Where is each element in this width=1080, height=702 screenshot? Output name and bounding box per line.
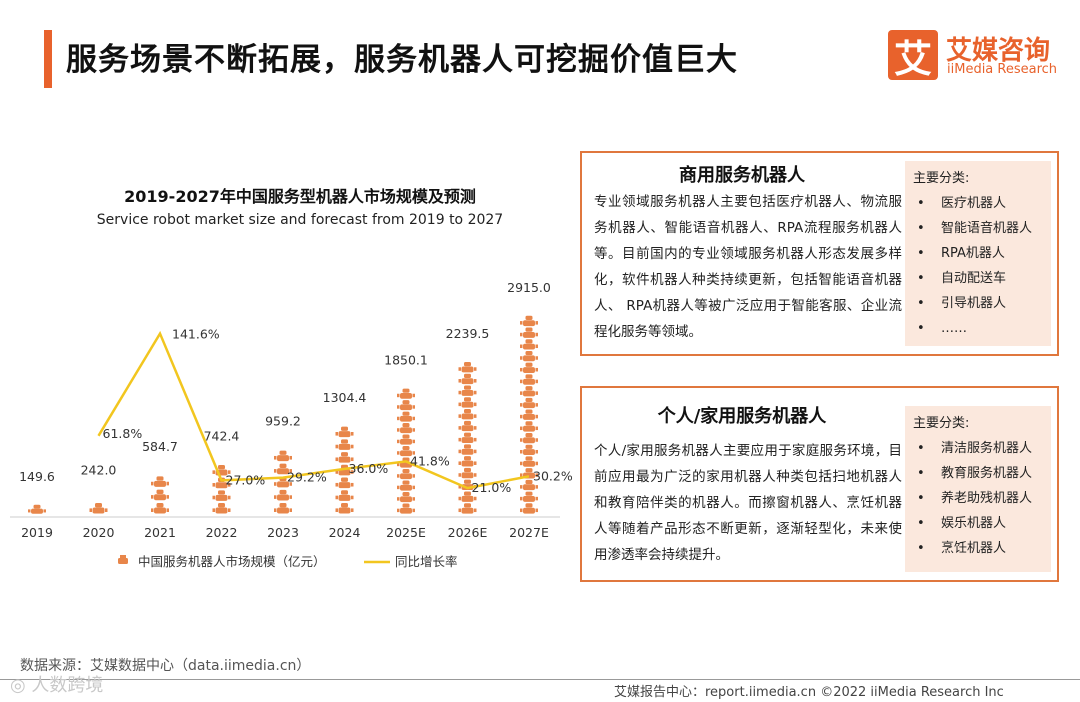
- x-tick-label: 2024: [329, 525, 361, 540]
- household-description: 个人/家用服务机器人主要应用于家庭服务环境，目前应用最为广泛的家用机器人种类包括…: [594, 443, 902, 563]
- household-category-item: 清洁服务机器人: [913, 436, 1043, 461]
- commercial-category-item: 医疗机器人: [913, 191, 1043, 216]
- legend-item-growth-rate: 同比增长率: [364, 554, 458, 569]
- x-tick-label: 2025E: [386, 525, 426, 540]
- growth-rate-label: 30.2%: [533, 468, 573, 483]
- chart-title: 2019-2027年中国服务型机器人市场规模及预测: [124, 187, 476, 206]
- title-accent-bar: [44, 30, 52, 88]
- bar-value-label: 2915.0: [507, 280, 551, 295]
- commercial-category-item: 自动配送车: [913, 266, 1043, 291]
- growth-rate-label: 41.8%: [410, 453, 450, 468]
- bar-value-label: 1304.4: [323, 390, 367, 405]
- growth-rate-label: 61.8%: [103, 426, 143, 441]
- bar-2024: [335, 426, 354, 514]
- commercial-category-panel: 主要分类: 医疗机器人 智能语音机器人 RPA机器人 自动配送车 引导机器人 ……: [905, 161, 1051, 346]
- household-category-item: 娱乐机器人: [913, 511, 1043, 536]
- bar-2019: [28, 504, 46, 514]
- household-category-item: 教育服务机器人: [913, 461, 1043, 486]
- watermark: ◎ 人数跨境: [10, 675, 104, 696]
- bar-value-label: 959.2: [265, 413, 301, 428]
- legend-label: 同比增长率: [395, 554, 458, 569]
- commercial-category-item: ……: [913, 316, 1043, 341]
- brand-name-en: iiMedia Research: [947, 62, 1058, 77]
- bar-value-label: 149.6: [19, 469, 55, 484]
- commercial-category-heading: 主要分类:: [913, 171, 970, 186]
- brand-logo-mark: 艾: [888, 30, 938, 81]
- x-tick-label: 2023: [267, 525, 299, 540]
- household-category-item: 养老助残机器人: [913, 486, 1043, 511]
- commercial-category-item: 智能语音机器人: [913, 216, 1043, 241]
- x-tick-label: 2021: [144, 525, 176, 540]
- x-tick-label: 2020: [83, 525, 115, 540]
- chart-subtitle: Service robot market size and forecast f…: [96, 212, 504, 228]
- bar-value-label: 242.0: [81, 462, 117, 477]
- legend-item-market-size: 中国服务机器人市场规模（亿元）: [118, 554, 326, 569]
- bar-2025E: [397, 388, 415, 514]
- bar-2023: [274, 450, 292, 514]
- page-title: 服务场景不断拓展，服务机器人可挖掘价值巨大: [66, 42, 738, 78]
- bar-value-label: 584.7: [142, 439, 178, 454]
- bar-2027E: [520, 315, 538, 514]
- bar-value-label: 1850.1: [384, 353, 428, 368]
- bar-2026E: [458, 361, 477, 514]
- bar-2020: [89, 503, 108, 514]
- growth-rate-label: 21.0%: [472, 480, 512, 495]
- bar-value-label: 742.4: [204, 428, 240, 443]
- legend-label: 中国服务机器人市场规模（亿元）: [138, 554, 326, 569]
- data-source: 数据来源：艾媒数据中心（data.iimedia.cn）: [20, 658, 311, 674]
- commercial-category-item: RPA机器人: [913, 241, 1043, 266]
- commercial-robot-panel: 商用服务机器人 专业领域服务机器人主要包括医疗机器人、物流服务机器人、智能语音机…: [580, 151, 1059, 356]
- household-title: 个人/家用服务机器人: [657, 406, 827, 427]
- growth-rate-label: 29.2%: [287, 470, 327, 485]
- x-tick-label: 2019: [21, 525, 53, 540]
- household-robot-panel: 个人/家用服务机器人 个人/家用服务机器人主要应用于家庭服务环境，目前应用最为广…: [580, 386, 1059, 582]
- x-tick-label: 2026E: [448, 525, 488, 540]
- growth-rate-label: 36.0%: [349, 461, 389, 476]
- commercial-category-item: 引导机器人: [913, 291, 1043, 316]
- market-size-chart: 149.6 242.0 584.7 742.4 959.2 1304.4 1850.1 223…: [10, 280, 573, 569]
- brand-name-cn: 艾媒咨询: [946, 36, 1051, 66]
- commercial-title: 商用服务机器人: [679, 165, 805, 186]
- bar-2022: [212, 464, 231, 514]
- growth-rate-label: 27.0%: [226, 472, 266, 487]
- growth-rate-label: 141.6%: [172, 327, 220, 342]
- household-category-panel: 主要分类: 清洁服务机器人 教育服务机器人 养老助残机器人 娱乐机器人 烹饪机器…: [905, 406, 1051, 572]
- x-tick-label: 2022: [206, 525, 238, 540]
- household-category-item: 烹饪机器人: [913, 536, 1043, 561]
- bar-value-label: 2239.5: [446, 326, 490, 341]
- commercial-description: 专业领域服务机器人主要包括医疗机器人、物流服务机器人、智能语音机器人、RPA流程…: [594, 194, 902, 340]
- footer-divider: [0, 679, 1080, 680]
- footer-report-link[interactable]: 艾媒报告中心：report.iimedia.cn ©2022 iiMedia R…: [614, 685, 1004, 700]
- x-tick-label: 2027E: [509, 525, 549, 540]
- bar-2021: [151, 476, 169, 514]
- growth-rate-line: [97, 330, 530, 490]
- household-category-heading: 主要分类:: [913, 416, 970, 431]
